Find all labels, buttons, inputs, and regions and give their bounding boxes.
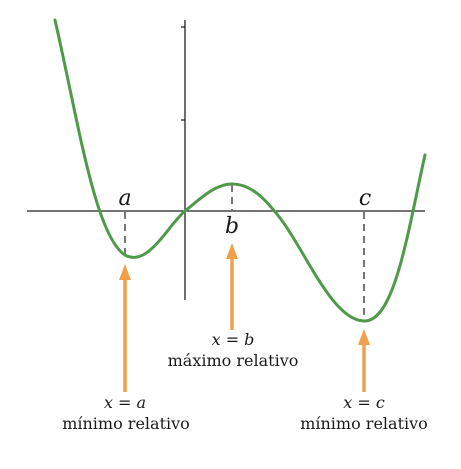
arrow-c-head <box>358 329 370 345</box>
arrow-a-head <box>119 264 131 280</box>
axes <box>27 20 425 300</box>
point-label-a: a <box>118 186 131 211</box>
equation-c: x = c <box>343 393 385 412</box>
caption-a: mínimo relativo <box>62 414 190 433</box>
function-curve <box>53 18 427 323</box>
arrow-b-head <box>226 243 238 259</box>
point-label-b: b <box>225 214 239 239</box>
caption-b: máximo relativo <box>168 351 299 370</box>
arrows <box>119 243 370 392</box>
equation-b: x = b <box>212 330 255 349</box>
point-label-c: c <box>359 186 371 211</box>
caption-c: mínimo relativo <box>300 414 428 433</box>
guide-lines <box>124 185 365 321</box>
equation-a: x = a <box>104 393 146 412</box>
